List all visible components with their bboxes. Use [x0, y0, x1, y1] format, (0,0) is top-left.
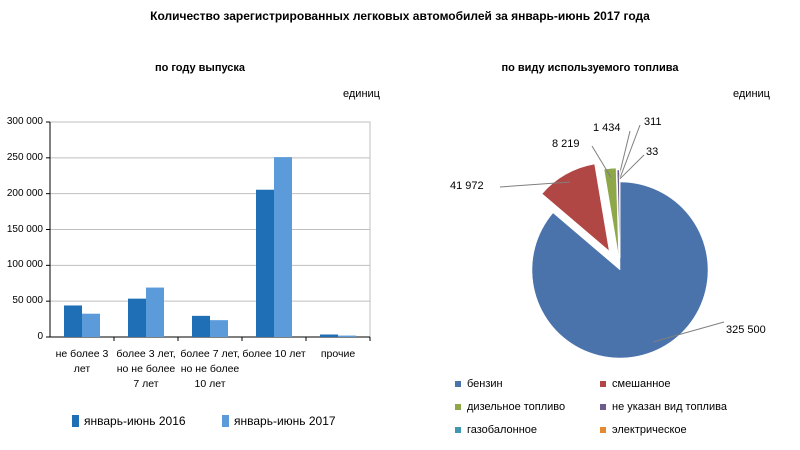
legend-label: январь-июнь 2016	[84, 414, 186, 428]
pie-legend-item: газобалонное	[455, 424, 537, 436]
x-category-label: более 7 лет, но не более 10 лет	[180, 348, 240, 390]
pie-legend-item: дизельное топливо	[455, 401, 565, 413]
pie-slice	[603, 167, 619, 257]
legend-label: январь-июнь 2017	[234, 414, 336, 428]
x-category-label: более 3 лет, но не более 7 лет	[116, 348, 176, 390]
legend-swatch	[600, 381, 606, 387]
bar-legend-item: январь-июнь 2016	[72, 414, 186, 428]
data-label: 325 500	[726, 324, 766, 336]
legend-swatch	[600, 427, 606, 433]
data-label: 8 219	[552, 138, 580, 150]
bar	[192, 315, 210, 337]
bar	[320, 334, 338, 337]
y-tick-label: 150 000	[6, 223, 43, 235]
legend-label: электрическое	[612, 424, 687, 436]
pie-slice	[541, 163, 610, 252]
pie-legend-item: электрическое	[600, 424, 687, 436]
leader-line	[499, 181, 571, 188]
pie-legend-item: бензин	[455, 378, 503, 390]
leader-line	[619, 124, 641, 179]
data-label: 311	[644, 116, 662, 128]
bar	[338, 335, 356, 337]
leader-line	[619, 154, 645, 180]
bar	[256, 189, 274, 337]
legend-swatch	[455, 427, 461, 433]
bar	[82, 313, 100, 337]
bar-legend-item: январь-июнь 2017	[222, 414, 336, 428]
legend-swatch	[222, 415, 229, 427]
legend-label: бензин	[467, 378, 503, 390]
bar	[128, 298, 146, 337]
legend-swatch	[600, 404, 606, 410]
data-label: 1 434	[593, 122, 621, 134]
leader-line	[617, 130, 631, 179]
leader-line	[591, 145, 612, 178]
legend-swatch	[72, 415, 79, 427]
main-title: Количество зарегистрированных легковых а…	[150, 9, 650, 23]
bar-chart-title: по году выпуска	[154, 62, 246, 74]
bar	[64, 305, 82, 337]
y-tick-label: 0	[37, 331, 43, 342]
leader-line	[653, 321, 725, 343]
y-tick-label: 50 000	[12, 295, 43, 307]
y-tick-label: 100 000	[6, 259, 43, 271]
x-category-label: более 10 лет	[242, 348, 306, 360]
legend-label: не указан вид топлива	[612, 401, 727, 413]
x-category-label: прочие	[320, 348, 356, 360]
legend-label: смешанное	[612, 378, 671, 390]
data-label: 41 972	[450, 180, 484, 192]
legend-label: дизельное топливо	[467, 401, 566, 413]
bar	[146, 287, 164, 337]
y-tick-label: 200 000	[6, 187, 43, 199]
y-tick-label: 300 000	[6, 116, 43, 127]
legend-swatch	[455, 381, 461, 387]
bar	[274, 157, 292, 337]
pie-slice	[531, 181, 709, 359]
x-category-label: не более 3 лет	[55, 348, 109, 375]
pie-chart-unit: единиц	[733, 88, 770, 100]
legend-label: газобалонное	[467, 424, 538, 436]
pie-legend-item: смешанное	[600, 378, 671, 390]
pie-legend-item: не указан вид топлива	[600, 401, 727, 413]
bar-chart-unit: единиц	[343, 88, 380, 100]
pie-chart-title: по виду используемого топлива	[501, 62, 679, 74]
y-tick-label: 250 000	[6, 151, 43, 163]
legend-swatch	[455, 404, 461, 410]
data-label: 33	[646, 146, 659, 158]
bar	[210, 320, 228, 337]
